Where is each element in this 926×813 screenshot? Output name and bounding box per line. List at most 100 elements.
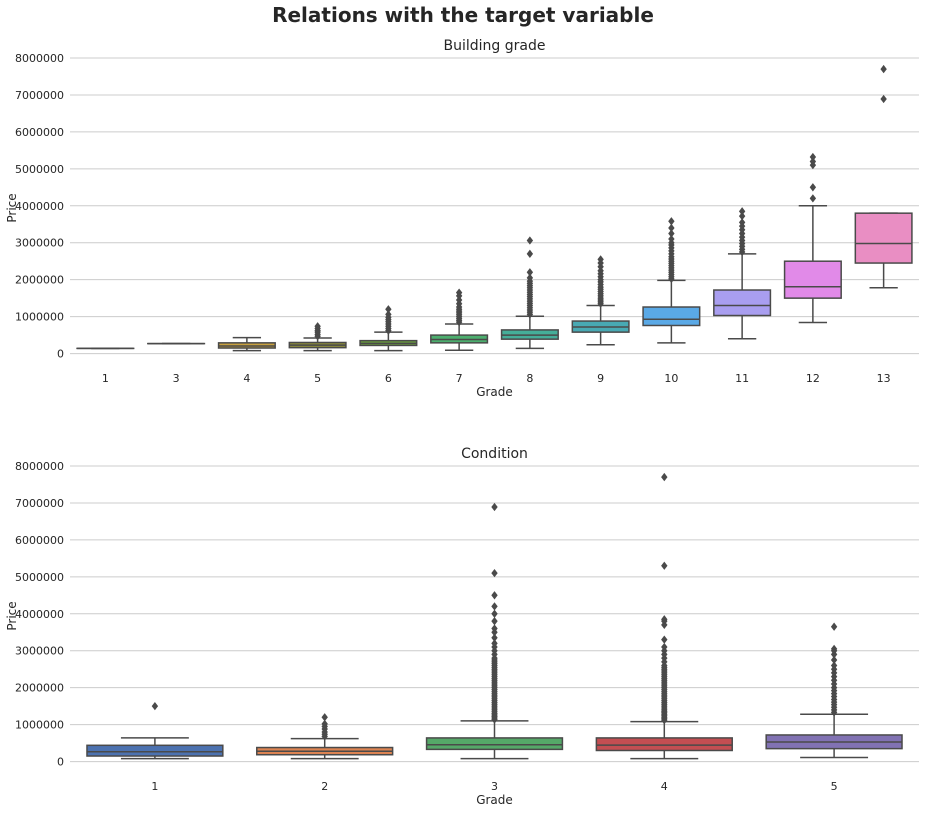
x-tick-label: 10 bbox=[664, 372, 678, 385]
box-body bbox=[783, 260, 842, 299]
outlier-point bbox=[668, 217, 675, 226]
outlier-point bbox=[597, 255, 604, 264]
y-tick-label: 2000000 bbox=[15, 274, 64, 287]
x-tick-label: 1 bbox=[102, 372, 109, 385]
outlier-point bbox=[661, 615, 668, 624]
outlier-point bbox=[321, 719, 328, 729]
box-7 bbox=[430, 288, 489, 351]
outlier-point bbox=[491, 633, 498, 642]
outlier-point bbox=[830, 644, 838, 654]
outlier-point bbox=[809, 157, 817, 166]
outlier-point bbox=[321, 713, 328, 722]
box-body bbox=[86, 744, 224, 757]
x-tick-label: 12 bbox=[806, 372, 820, 385]
boxes bbox=[76, 64, 913, 352]
plot-title: Building grade bbox=[444, 38, 546, 54]
outlier-point bbox=[491, 609, 498, 618]
box-3 bbox=[425, 502, 564, 760]
outlier-point bbox=[491, 617, 498, 626]
outlier-point bbox=[668, 229, 675, 238]
y-tick-label: 1000000 bbox=[15, 311, 64, 324]
x-tick-label: 4 bbox=[661, 780, 668, 793]
outlier-point bbox=[491, 502, 498, 512]
x-tick-label: 1 bbox=[151, 780, 158, 793]
x-tick-labels: 1 2 3 4 5 bbox=[151, 780, 837, 793]
y-tick-label: 3000000 bbox=[15, 645, 64, 658]
boxes bbox=[86, 472, 903, 760]
y-axis-label: Price bbox=[5, 193, 19, 222]
outlier-point bbox=[738, 211, 746, 221]
outlier-point bbox=[455, 288, 463, 297]
x-tick-label: 13 bbox=[877, 372, 891, 385]
outlier-point bbox=[526, 273, 534, 282]
outlier-point bbox=[809, 152, 817, 162]
outlier-point bbox=[491, 602, 498, 611]
y-tick-label: 1000000 bbox=[15, 719, 64, 732]
y-tick-label: 4000000 bbox=[15, 608, 64, 621]
outlier-point bbox=[526, 236, 534, 245]
outlier-point bbox=[385, 305, 392, 314]
outlier-point bbox=[668, 234, 675, 244]
y-axis-label: Price bbox=[5, 601, 19, 630]
outlier-point bbox=[880, 64, 887, 74]
box-4 bbox=[595, 472, 733, 760]
x-tick-label: 9 bbox=[597, 372, 604, 385]
y-tick-labels: 0 1000000 2000000 3000000 4000000 5000000 6000… bbox=[15, 460, 64, 769]
outlier-point bbox=[151, 701, 159, 711]
x-axis-label: Grade bbox=[476, 793, 513, 807]
outlier-point bbox=[526, 249, 534, 258]
plot-title: Condition bbox=[461, 446, 528, 462]
y-tick-label: 2000000 bbox=[15, 682, 64, 695]
y-tick-label: 6000000 bbox=[15, 126, 64, 139]
outlier-point bbox=[314, 322, 321, 331]
outlier-point bbox=[830, 655, 838, 665]
x-tick-label: 8 bbox=[526, 372, 533, 385]
outlier-point bbox=[385, 310, 392, 319]
box-11 bbox=[713, 207, 772, 340]
outlier-point bbox=[491, 639, 498, 648]
x-tick-label: 6 bbox=[385, 372, 392, 385]
y-tick-label: 0 bbox=[57, 756, 64, 769]
outlier-point bbox=[491, 591, 498, 600]
outlier-point bbox=[668, 223, 675, 233]
outlier-point bbox=[661, 635, 668, 644]
box-1 bbox=[86, 701, 224, 760]
x-tick-label: 7 bbox=[456, 372, 463, 385]
box-body bbox=[425, 737, 564, 751]
x-tick-label: 3 bbox=[491, 780, 498, 793]
y-tick-label: 5000000 bbox=[15, 571, 64, 584]
plot-building-grade: 0 1000000 2000000 3000000 4000000 5000000 6000… bbox=[5, 38, 919, 399]
outlier-point bbox=[830, 661, 838, 670]
x-tick-label: 5 bbox=[831, 780, 838, 793]
outlier-point bbox=[661, 561, 668, 570]
outlier-point bbox=[661, 642, 668, 652]
box-body bbox=[595, 737, 733, 752]
y-tick-label: 7000000 bbox=[15, 89, 64, 102]
outlier-point bbox=[809, 194, 817, 203]
outlier-point bbox=[738, 218, 746, 227]
outlier-point bbox=[738, 207, 746, 216]
plot-condition: 0 1000000 2000000 3000000 4000000 5000000 6000… bbox=[5, 446, 919, 807]
box-13 bbox=[854, 64, 913, 289]
box-body bbox=[642, 306, 701, 327]
box-5 bbox=[765, 622, 903, 759]
x-tick-label: 5 bbox=[314, 372, 321, 385]
outlier-point bbox=[491, 624, 498, 633]
outlier-point bbox=[809, 183, 817, 192]
y-tick-label: 3000000 bbox=[15, 237, 64, 250]
box-body bbox=[854, 212, 913, 264]
x-axis-label: Grade bbox=[476, 385, 513, 399]
y-tick-label: 4000000 bbox=[15, 200, 64, 213]
box-body bbox=[713, 289, 772, 317]
y-tick-label: 7000000 bbox=[15, 497, 64, 510]
x-tick-labels: 1 3 4 5 6 7 8 9 10 11 12 13 bbox=[102, 372, 891, 385]
y-tick-label: 6000000 bbox=[15, 534, 64, 547]
y-tick-label: 0 bbox=[57, 348, 64, 361]
box-9 bbox=[571, 255, 630, 346]
box-2 bbox=[256, 713, 394, 760]
x-tick-label: 2 bbox=[321, 780, 328, 793]
outlier-point bbox=[661, 472, 668, 482]
box-5 bbox=[288, 322, 347, 352]
y-tick-labels: 0 1000000 2000000 3000000 4000000 5000000 6000… bbox=[15, 52, 64, 361]
